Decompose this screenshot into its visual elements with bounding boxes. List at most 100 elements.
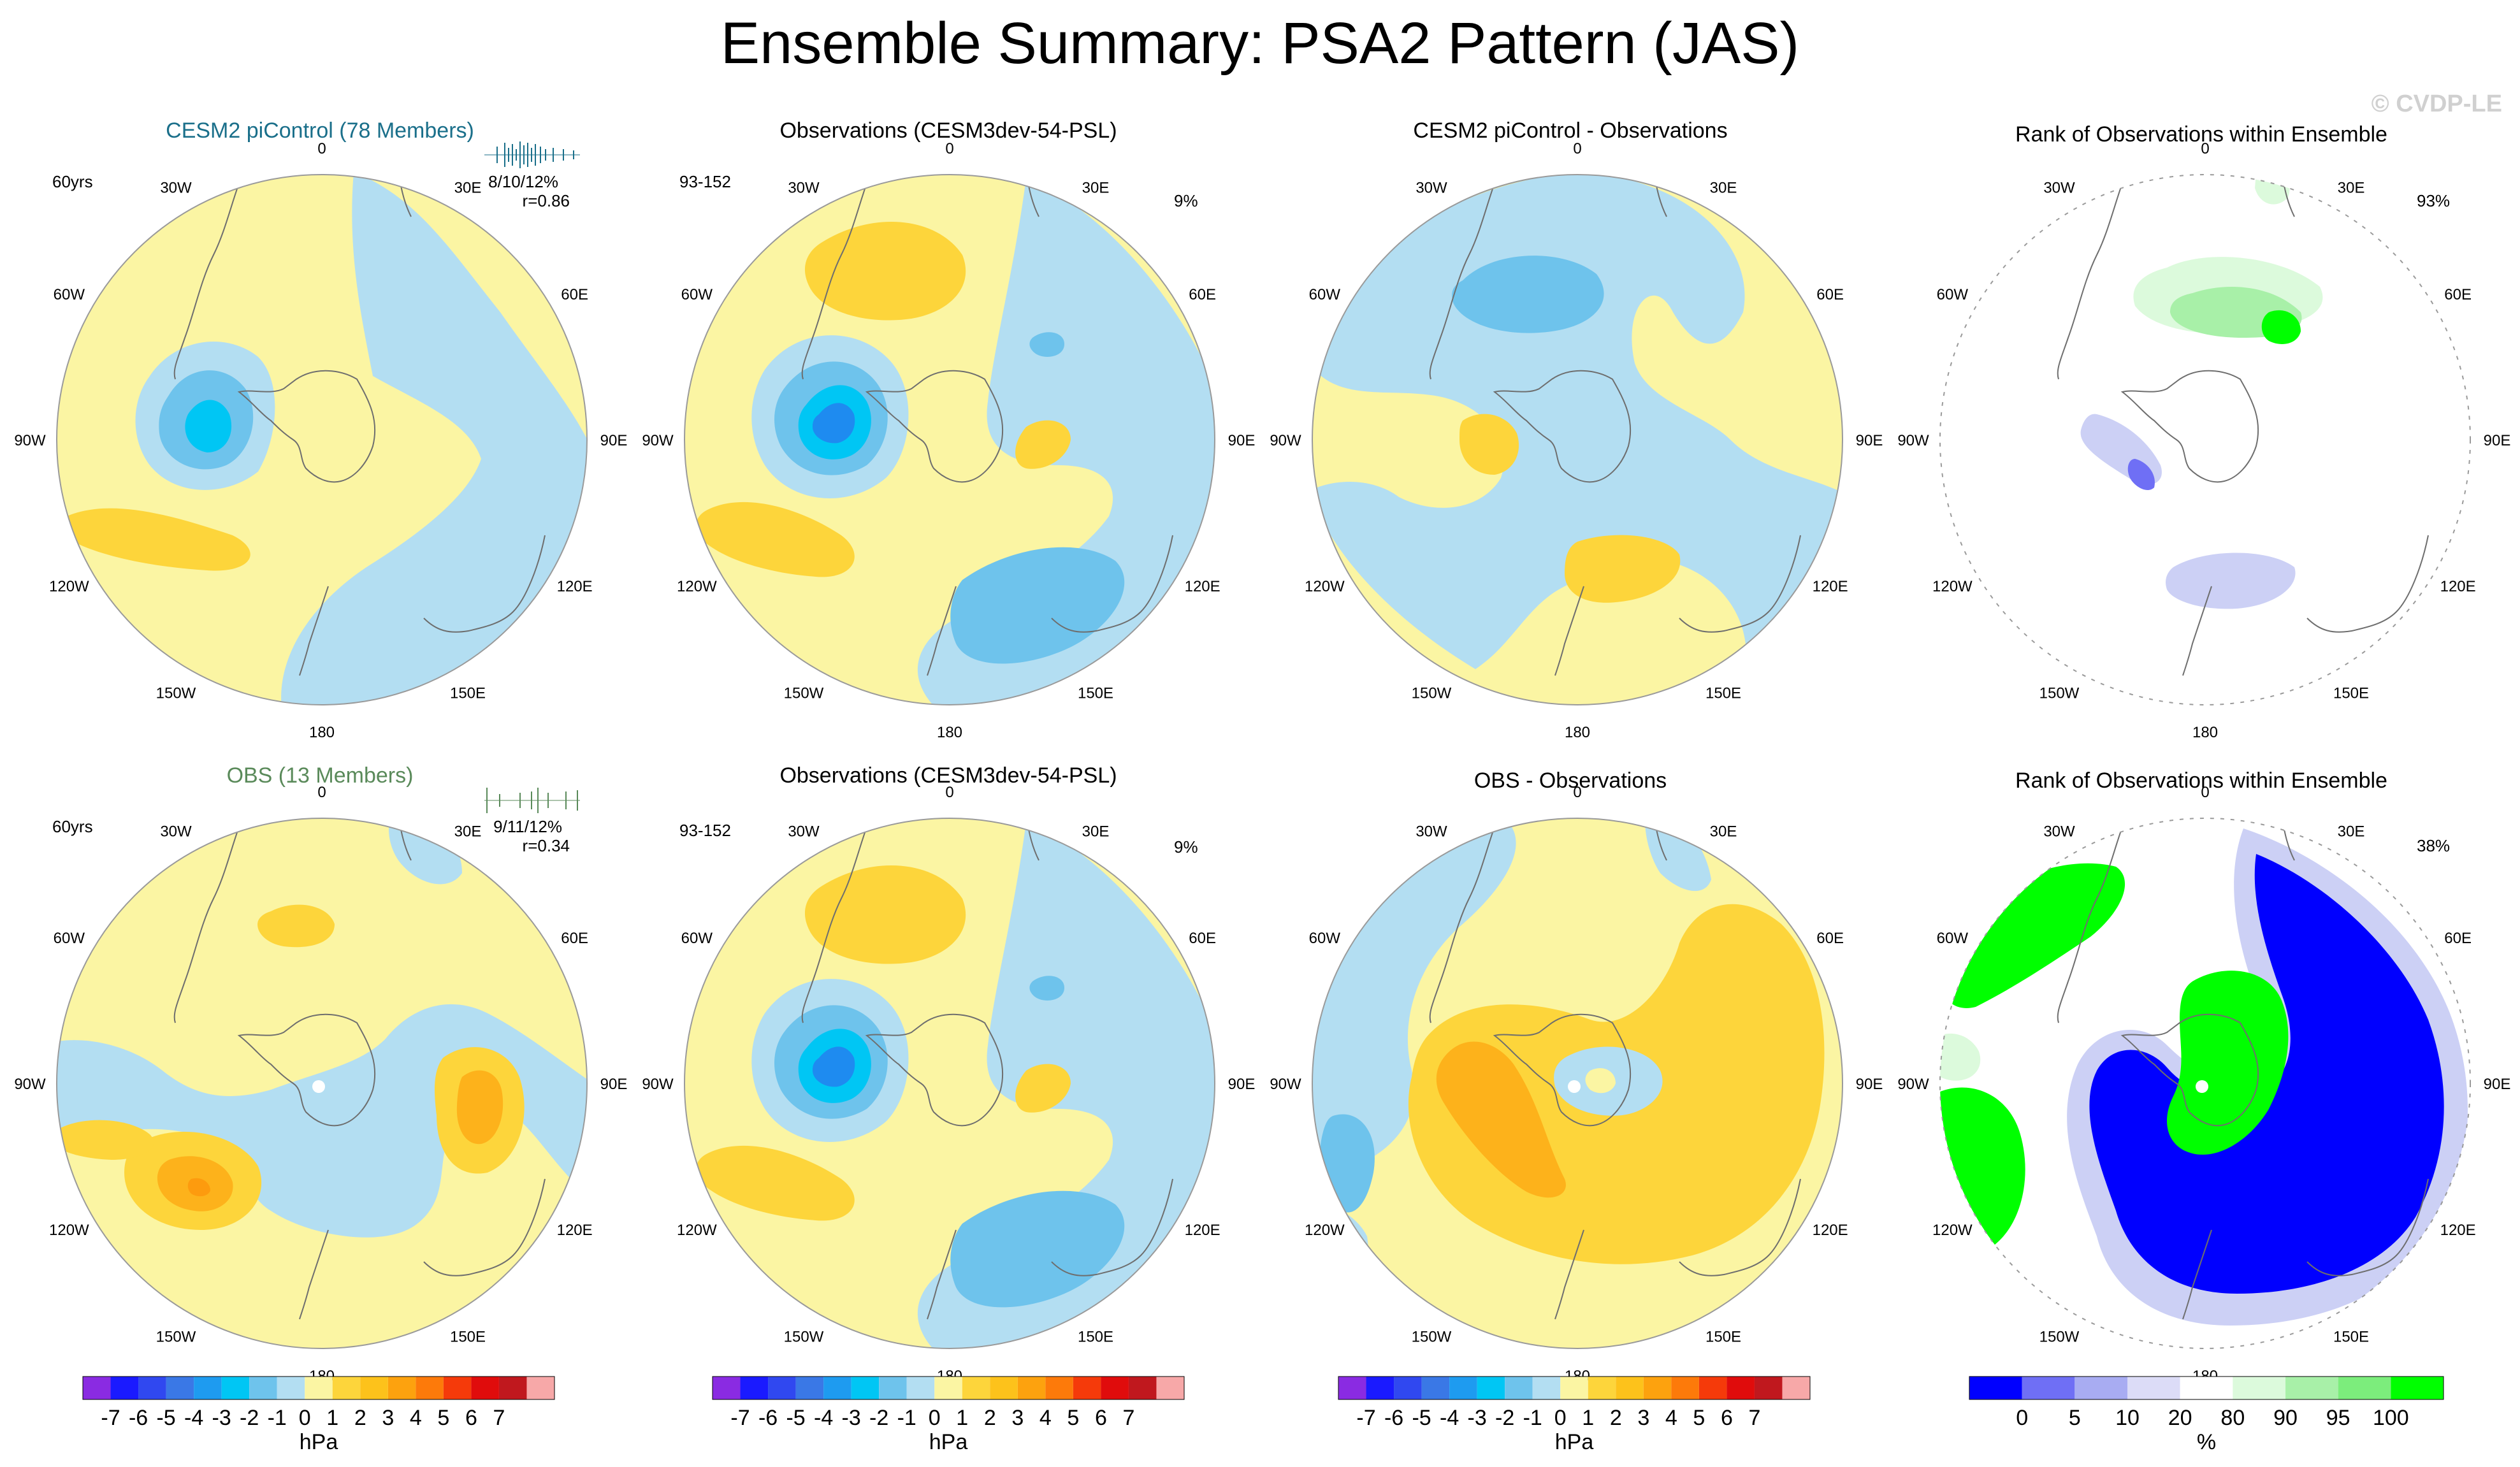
lon-label: 60W bbox=[54, 930, 85, 947]
lon-label: 60W bbox=[1309, 930, 1341, 947]
contour-region bbox=[696, 502, 855, 577]
lon-label: 90E bbox=[600, 432, 628, 449]
colorbar-swatch bbox=[166, 1377, 194, 1399]
contour-region bbox=[950, 1190, 1125, 1308]
contour-region bbox=[187, 1178, 210, 1197]
lon-label: 120E bbox=[1813, 1222, 1848, 1239]
colorbar-tick-label: -6 bbox=[1384, 1406, 1403, 1430]
panel-8-title: Rank of Observations within Ensemble bbox=[2015, 769, 2387, 793]
colorbar-swatch bbox=[1969, 1377, 2022, 1399]
colorbar-swatch bbox=[823, 1377, 851, 1399]
contour-region bbox=[2167, 971, 2289, 1155]
colorbar-swatch bbox=[1782, 1377, 1810, 1399]
colorbar-tick-label: 1 bbox=[326, 1406, 338, 1430]
lon-label: 90E bbox=[1228, 432, 1256, 449]
lon-label: 120E bbox=[1185, 1222, 1220, 1239]
colorbar-tick-label: 90 bbox=[2273, 1406, 2298, 1430]
colorbar-swatch bbox=[713, 1377, 741, 1399]
contour-region bbox=[1312, 175, 1843, 682]
lon-label: 60E bbox=[2444, 930, 2472, 947]
contour-region bbox=[1585, 1068, 1616, 1094]
lon-label: 30E bbox=[1710, 179, 1737, 196]
lon-label: 60E bbox=[1189, 286, 1216, 303]
colorbar-swatch bbox=[138, 1377, 166, 1399]
colorbar-tick-label: -3 bbox=[1468, 1406, 1487, 1430]
contour-region bbox=[2166, 553, 2296, 609]
lon-label: 30W bbox=[788, 823, 820, 840]
colorbar-tick-label: -2 bbox=[869, 1406, 888, 1430]
lon-label: 0 bbox=[2201, 140, 2209, 157]
colorbar-swatch bbox=[2338, 1377, 2391, 1399]
contour-region bbox=[950, 547, 1125, 664]
lon-label: 60E bbox=[561, 930, 588, 947]
map-panel-2: 0 30E 60E 90E 120E 150E 180 150W 120W 90W 60W 30W bbox=[642, 140, 1256, 741]
colorbar-swatch bbox=[851, 1377, 880, 1399]
colorbar-tick-label: 0 bbox=[2016, 1406, 2028, 1430]
colorbar-tick-label: 7 bbox=[493, 1406, 505, 1430]
lon-label: 30E bbox=[2338, 823, 2365, 840]
lon-label: 90W bbox=[642, 432, 674, 449]
colorbar-tick-label: -2 bbox=[240, 1406, 259, 1430]
lon-label: 90E bbox=[1856, 1076, 1883, 1093]
lon-label: 150E bbox=[450, 685, 486, 702]
coastlines bbox=[801, 175, 1173, 676]
colorbar-tick-label: 2 bbox=[354, 1406, 366, 1430]
colorbar-unit: hPa bbox=[300, 1430, 338, 1454]
colorbar-unit: hPa bbox=[929, 1430, 968, 1454]
colorbar-swatch bbox=[1449, 1377, 1477, 1399]
lon-label: 150W bbox=[784, 1329, 824, 1346]
contour-region bbox=[1015, 1064, 1071, 1113]
colorbar-swatch bbox=[1698, 1377, 1727, 1399]
colorbar-swatch bbox=[1045, 1377, 1073, 1399]
colorbar-swatch bbox=[2233, 1377, 2285, 1399]
lon-label: 120W bbox=[49, 1222, 89, 1239]
colorbar-tick-label: 0 bbox=[1554, 1406, 1567, 1430]
colorbar-tick-label: 5 bbox=[1693, 1406, 1705, 1430]
coastlines bbox=[173, 175, 546, 676]
lon-label: 180 bbox=[2192, 724, 2218, 741]
lon-label: 0 bbox=[1573, 784, 1581, 801]
colorbar-swatch bbox=[1671, 1377, 1699, 1399]
lon-label: 60W bbox=[681, 930, 713, 947]
lon-label: 150W bbox=[2039, 1329, 2080, 1346]
contour-region bbox=[1940, 1034, 1981, 1081]
colorbar-swatch bbox=[934, 1377, 962, 1399]
lon-label: 120E bbox=[2440, 1222, 2476, 1239]
contour-region bbox=[917, 178, 1215, 705]
colorbar-tick-label: 2 bbox=[1610, 1406, 1622, 1430]
contour-region bbox=[917, 822, 1215, 1348]
map-boundary bbox=[1312, 174, 1843, 705]
colorbar-swatch bbox=[416, 1377, 444, 1399]
lon-label: 120E bbox=[557, 1222, 593, 1239]
contour-region bbox=[456, 1070, 503, 1145]
lon-label: 90W bbox=[1270, 432, 1301, 449]
contour-region bbox=[1452, 256, 1604, 333]
lon-label: 60W bbox=[1309, 286, 1341, 303]
colorbar-tick-label: 4 bbox=[1665, 1406, 1677, 1430]
colorbar-tick-label: 3 bbox=[382, 1406, 394, 1430]
lon-label: 0 bbox=[317, 140, 326, 157]
panel-2-title: Observations (CESM3dev-54-PSL) bbox=[779, 119, 1117, 143]
colorbar-hpa-1: -7 -6 -5 -4 -3 -2 -1 0 1 2 3 4 5 6 7 hPa bbox=[82, 1376, 555, 1454]
lon-label: 60E bbox=[1816, 286, 1844, 303]
colorbar-tick-label: 7 bbox=[1748, 1406, 1760, 1430]
lon-label: 30W bbox=[1416, 179, 1447, 196]
colorbar-swatch bbox=[795, 1377, 824, 1399]
colorbar-tick-label: -1 bbox=[1523, 1406, 1542, 1430]
panel-3-title: CESM2 piControl - Observations bbox=[1413, 119, 1728, 143]
contour-region bbox=[696, 1145, 855, 1221]
lon-label: 30W bbox=[160, 179, 192, 196]
lon-label: 90W bbox=[642, 1076, 674, 1093]
map-boundary bbox=[56, 174, 588, 705]
colorbar-tick-label: -7 bbox=[1356, 1406, 1375, 1430]
contour-region bbox=[281, 175, 587, 705]
pole-marker bbox=[1568, 1080, 1581, 1093]
lon-label: 150W bbox=[2039, 685, 2080, 702]
colorbar-tick-label: 1 bbox=[956, 1406, 968, 1430]
lon-label: 180 bbox=[1565, 724, 1590, 741]
lon-label: 150E bbox=[450, 1329, 486, 1346]
colorbar-swatch bbox=[387, 1377, 416, 1399]
lon-label: 120W bbox=[1932, 1222, 1973, 1239]
map-boundary bbox=[1939, 174, 2471, 705]
